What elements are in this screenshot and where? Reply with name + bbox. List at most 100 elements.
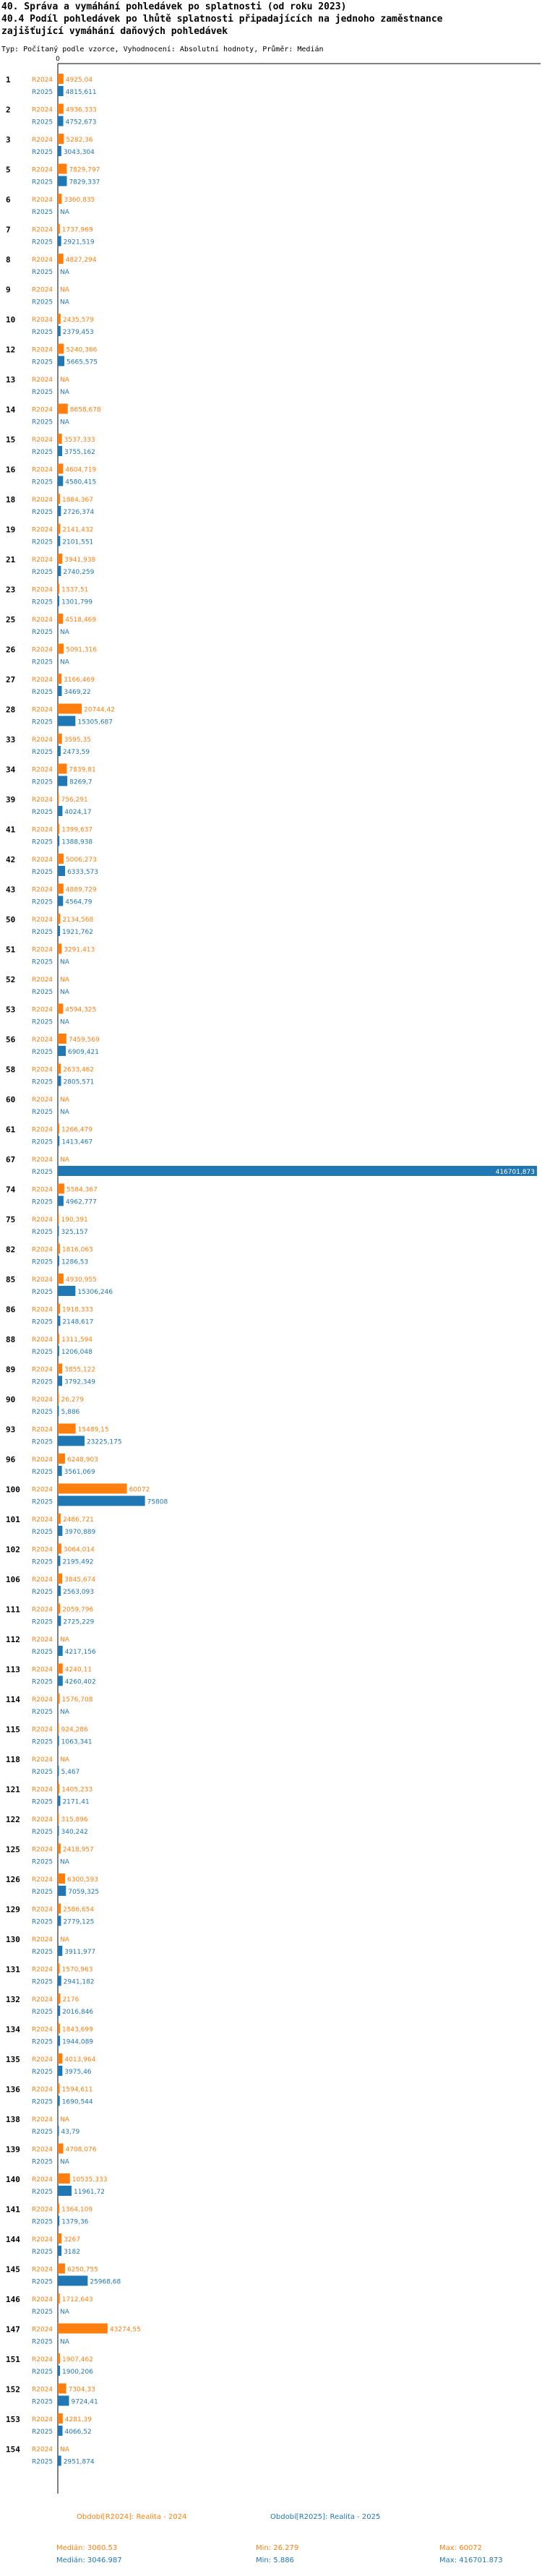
bar-2024 [58,194,62,204]
series-label-2025: R2025 [32,389,53,396]
chart-title-line-3: zajišťující vymáhání daňových pohledávek [1,26,228,37]
bar-2025 [58,2366,61,2376]
series-label-2025: R2025 [32,1409,53,1416]
value-label-2024: 2486,721 [63,1516,94,1524]
category-label: 13 [6,375,15,385]
value-label-2025: 9724,41 [71,2399,98,2406]
series-label-2025: R2025 [32,1919,53,1926]
series-label-2024: R2024 [32,2267,53,2274]
bar-2025 [58,326,61,336]
value-label-2024: NA [60,1096,70,1104]
category-label: 74 [6,1185,16,1195]
bar-2025 [58,806,63,816]
value-label-2025: 1063,341 [61,1739,93,1746]
series-label-2024: R2024 [32,827,53,834]
value-label-2024: 1266,479 [61,1127,93,1134]
series-label-2025: R2025 [32,1469,53,1476]
series-label-2024: R2024 [32,257,53,264]
series-label-2025: R2025 [32,2339,53,2346]
series-label-2025: R2025 [32,2219,53,2226]
value-label-2025: 3911,977 [64,1949,95,1956]
series-label-2024: R2024 [32,2087,53,2094]
value-label-2025: 3970,889 [64,1529,95,1536]
value-label-2024: 924,286 [61,1727,88,1734]
bar-2025 [58,836,60,846]
value-label-2024: 4594,325 [65,1007,96,1014]
bar-2025 [58,2035,61,2046]
bar-2024 [58,1693,60,1704]
series-label-2024: R2024 [32,1487,53,1494]
category-label: 139 [6,2145,20,2155]
category-label: 18 [6,495,15,505]
category-label: 146 [6,2295,20,2304]
value-label-2025: 1413,467 [61,1139,93,1146]
value-label-2025: 1286,53 [61,1259,88,1266]
series-label-2025: R2025 [32,599,53,606]
value-label-2025: NA [60,629,70,636]
bar-2024 [58,823,60,834]
category-label: 23 [6,585,15,595]
bar-2024 [58,614,64,624]
value-label-2024: 7459,569 [69,1036,100,1044]
bar-2025 [58,746,61,756]
series-label-2024: R2024 [32,1936,53,1944]
bar-2025 [58,1586,61,1596]
category-label: 145 [6,2265,20,2275]
bar-2025 [58,356,65,366]
series-label-2024: R2024 [32,497,53,504]
series-label-2024: R2024 [32,287,53,294]
category-label: 115 [6,1725,20,1735]
series-label-2025: R2025 [32,1169,53,1176]
bar-2025 [58,2066,63,2076]
value-label-2024: 43274,55 [110,2327,141,2334]
category-label: 134 [6,2025,20,2035]
category-label: 33 [6,735,15,744]
bar-2025 [58,2275,88,2286]
category-label: 131 [6,1965,20,1975]
series-label-2024: R2024 [32,467,53,474]
category-label: 27 [6,675,15,684]
value-label-2024: 26,279 [61,1396,85,1404]
bar-2024 [58,1663,63,1674]
bar-2025 [58,896,64,906]
series-label-2025: R2025 [32,269,53,276]
value-label-2024: 2059,796 [62,1607,93,1614]
series-label-2024: R2024 [32,1696,53,1704]
value-label-2024: 3845,674 [64,1576,95,1584]
value-label-2024: 2176 [62,1996,79,2004]
series-label-2025: R2025 [32,2279,53,2286]
bar-2024 [58,1334,60,1344]
bar-2025 [58,1046,66,1056]
category-label: 113 [6,1665,20,1675]
bar-2024 [58,2323,108,2334]
category-label: 100 [6,1485,20,1495]
value-label-2025: 5,886 [61,1409,80,1416]
value-label-2024: 1576,708 [62,1696,93,1704]
series-label-2024: R2024 [32,737,53,744]
value-label-2025: 2148,617 [62,1319,93,1326]
value-label-2024: NA [60,1936,70,1944]
series-label-2025: R2025 [32,2309,53,2316]
bar-2025 [58,2126,59,2136]
series-label-2024: R2024 [32,107,53,114]
category-label: 129 [6,1905,20,1915]
bar-2024 [58,643,64,654]
category-label: 60 [6,1095,15,1104]
series-label-2025: R2025 [32,509,53,516]
series-label-2025: R2025 [32,1289,53,1296]
series-label-2024: R2024 [32,2027,53,2034]
series-label-2024: R2024 [32,617,53,624]
value-label-2025: 340,242 [61,1829,88,1836]
series-label-2025: R2025 [32,1529,53,1536]
series-label-2024: R2024 [32,1067,53,1074]
bar-2025 [58,1135,60,1146]
value-label-2024: 5091,316 [66,647,97,654]
category-label: 50 [6,915,15,924]
series-label-2025: R2025 [32,1709,53,1716]
value-label-2025: 2740,259 [63,569,94,576]
series-label-2025: R2025 [32,1979,53,1986]
series-label-2024: R2024 [32,347,53,354]
series-label-2025: R2025 [32,359,53,366]
category-label: 7 [6,226,11,235]
series-label-2024: R2024 [32,947,53,954]
